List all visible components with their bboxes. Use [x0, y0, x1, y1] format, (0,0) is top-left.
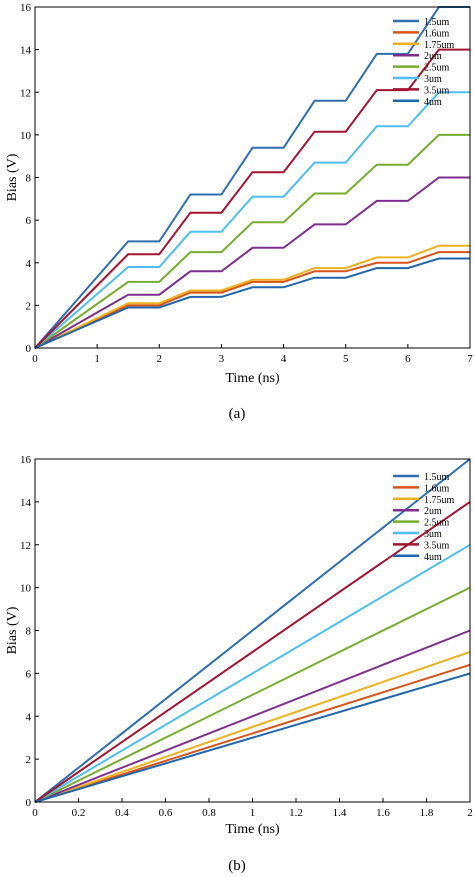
y-tick-label: 16 [20, 2, 32, 14]
legend-label: 3um [424, 529, 442, 540]
x-axis-label: Time (ns) [225, 822, 280, 837]
x-tick-label: 0.2 [72, 807, 86, 819]
x-tick-label: 3 [219, 353, 225, 365]
legend-label: 1.6um [424, 483, 450, 494]
series-line-1.75um [34, 650, 471, 803]
legend-label: 2.5um [424, 63, 450, 74]
chart-panel-b: 0 0.2 0.4 0.6 0.8 1 1.2 1.4 1.6 1.8 2 0 2 4 6 8 10 12 14 16… [5, 454, 473, 874]
y-tick-label: 4 [26, 258, 32, 270]
x-tick-label: 4 [281, 353, 287, 365]
x-tick-label: 0 [32, 353, 38, 365]
series-line-1.5um [34, 6, 470, 349]
x-tick-label: 1.2 [289, 807, 303, 819]
y-tick-label: 8 [26, 626, 32, 638]
y-tick-label: 12 [20, 540, 31, 552]
legend-label: 3.5um [424, 540, 450, 551]
x-tick-label: 5 [343, 353, 349, 365]
series-line-2.5um [34, 133, 470, 349]
x-tick-label: 7 [467, 353, 473, 365]
y-tick-label: 0 [26, 797, 32, 809]
x-tick-label: 6 [405, 353, 411, 365]
y-tick-label: 2 [26, 754, 32, 766]
y-axis-label: Bias (V) [5, 606, 20, 654]
x-tick-label: 2 [467, 807, 473, 819]
legend-label: 1.5um [424, 17, 450, 28]
x-tick-label: 0.4 [115, 807, 129, 819]
legend-label: 3.5um [424, 85, 450, 96]
legend-label: 4um [424, 97, 442, 108]
y-tick-label: 14 [20, 45, 32, 57]
legend-label: 3um [424, 74, 442, 85]
series-line-1.6um [34, 251, 470, 349]
y-axis-label: Bias (V) [5, 153, 20, 201]
x-tick-label: 1 [94, 353, 100, 365]
y-tick-label: 12 [20, 87, 31, 99]
x-tick-label: 1.8 [420, 807, 434, 819]
x-tick-label: 0 [32, 807, 38, 819]
x-tick-label: 2 [157, 353, 163, 365]
y-tick-label: 2 [26, 300, 32, 312]
series-line-1.6um [34, 663, 471, 803]
x-tick-label: 1.6 [376, 807, 390, 819]
y-tick-label: 6 [26, 215, 32, 227]
legend-label: 1.6um [424, 28, 450, 39]
y-tick-label: 14 [20, 497, 32, 509]
y-tick-label: 4 [26, 711, 32, 723]
legend-label: 1.75um [424, 40, 455, 51]
series-line-3um [34, 91, 470, 349]
y-tick-label: 0 [26, 343, 32, 355]
legend-label: 1.75um [424, 495, 455, 506]
series-line-4um [34, 257, 470, 349]
series-line-3.5um [34, 48, 470, 349]
legend-label: 2um [424, 506, 442, 517]
x-tick-label: 0.6 [159, 807, 173, 819]
legend-label: 4um [424, 552, 442, 563]
panel-caption: (b) [228, 858, 246, 874]
series-line-4um [34, 672, 471, 803]
series-line-1.75um [34, 244, 470, 349]
series-line-3.5um [34, 501, 471, 803]
series-line-2um [34, 629, 471, 803]
y-tick-label: 6 [26, 668, 32, 680]
x-axis-label: Time (ns) [225, 371, 280, 386]
legend-label: 1.5um [424, 472, 450, 483]
legend-label: 2um [424, 51, 442, 62]
y-tick-label: 10 [20, 130, 32, 142]
y-tick-label: 10 [20, 583, 32, 595]
x-tick-label: 0.8 [202, 807, 216, 819]
series-line-1.5um [34, 458, 471, 803]
x-tick-label: 1.4 [333, 807, 347, 819]
y-tick-label: 8 [26, 173, 32, 185]
series-line-3um [34, 543, 471, 803]
legend-label: 2.5um [424, 518, 450, 529]
x-tick-label: 1 [250, 807, 256, 819]
panel-caption: (a) [229, 406, 246, 422]
y-tick-label: 16 [20, 454, 32, 466]
series-line-2um [34, 176, 470, 349]
plot-frame [34, 6, 471, 349]
series-line-2.5um [34, 586, 471, 803]
